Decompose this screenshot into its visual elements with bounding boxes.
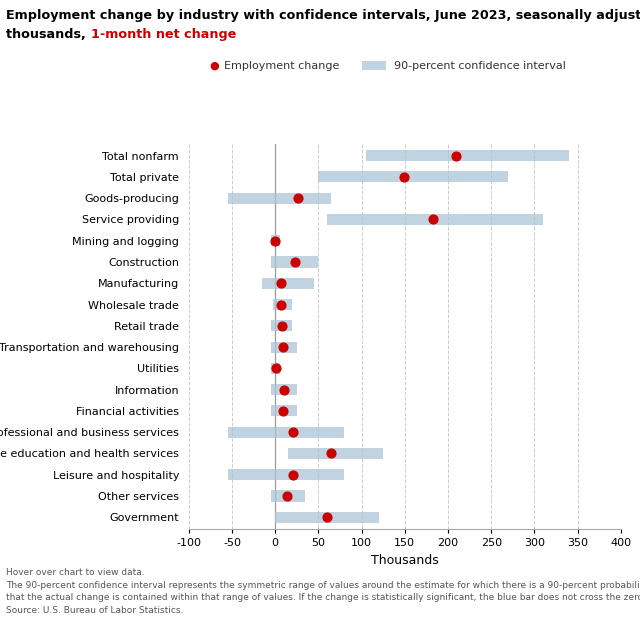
- Point: [277, 321, 287, 331]
- Bar: [271, 384, 297, 395]
- Bar: [273, 299, 292, 310]
- Text: Source: U.S. Bureau of Labor Statistics.: Source: U.S. Bureau of Labor Statistics.: [6, 606, 184, 615]
- Bar: [327, 214, 543, 225]
- Bar: [271, 321, 292, 331]
- Bar: [228, 427, 344, 438]
- Bar: [366, 150, 569, 162]
- Point: [276, 279, 286, 289]
- X-axis label: Thousands: Thousands: [371, 553, 438, 567]
- Bar: [319, 172, 508, 183]
- Point: [290, 257, 300, 267]
- Text: Hover over chart to view data.: Hover over chart to view data.: [6, 568, 145, 577]
- Text: 1-month net change: 1-month net change: [91, 28, 236, 41]
- Text: Employment change: Employment change: [224, 61, 339, 71]
- Text: ●: ●: [209, 61, 220, 71]
- Bar: [228, 193, 332, 203]
- Point: [288, 470, 298, 480]
- Text: The 90-percent confidence interval represents the symmetric range of values arou: The 90-percent confidence interval repre…: [6, 581, 640, 590]
- Point: [322, 512, 332, 522]
- Bar: [262, 278, 314, 289]
- Text: Employment change by industry with confidence intervals, June 2023, seasonally a: Employment change by industry with confi…: [6, 9, 640, 23]
- Point: [282, 491, 292, 501]
- Bar: [275, 511, 379, 523]
- Bar: [271, 363, 280, 374]
- Text: 90-percent confidence interval: 90-percent confidence interval: [394, 61, 566, 71]
- Bar: [271, 406, 297, 416]
- Point: [326, 448, 337, 458]
- Point: [428, 215, 438, 225]
- Point: [292, 193, 303, 203]
- Bar: [228, 470, 344, 480]
- Point: [399, 172, 409, 182]
- Bar: [271, 491, 305, 501]
- Bar: [288, 448, 383, 459]
- Point: [288, 427, 298, 437]
- Bar: [271, 257, 319, 267]
- Bar: [271, 342, 297, 352]
- Point: [279, 384, 289, 394]
- Text: thousands,: thousands,: [6, 28, 91, 41]
- Point: [271, 363, 281, 373]
- Bar: [271, 235, 280, 246]
- Point: [276, 300, 286, 310]
- Point: [278, 342, 288, 352]
- Point: [270, 236, 280, 246]
- Point: [278, 406, 288, 416]
- Point: [451, 151, 461, 161]
- Text: that the actual change is contained within that range of values. If the change i: that the actual change is contained with…: [6, 593, 640, 602]
